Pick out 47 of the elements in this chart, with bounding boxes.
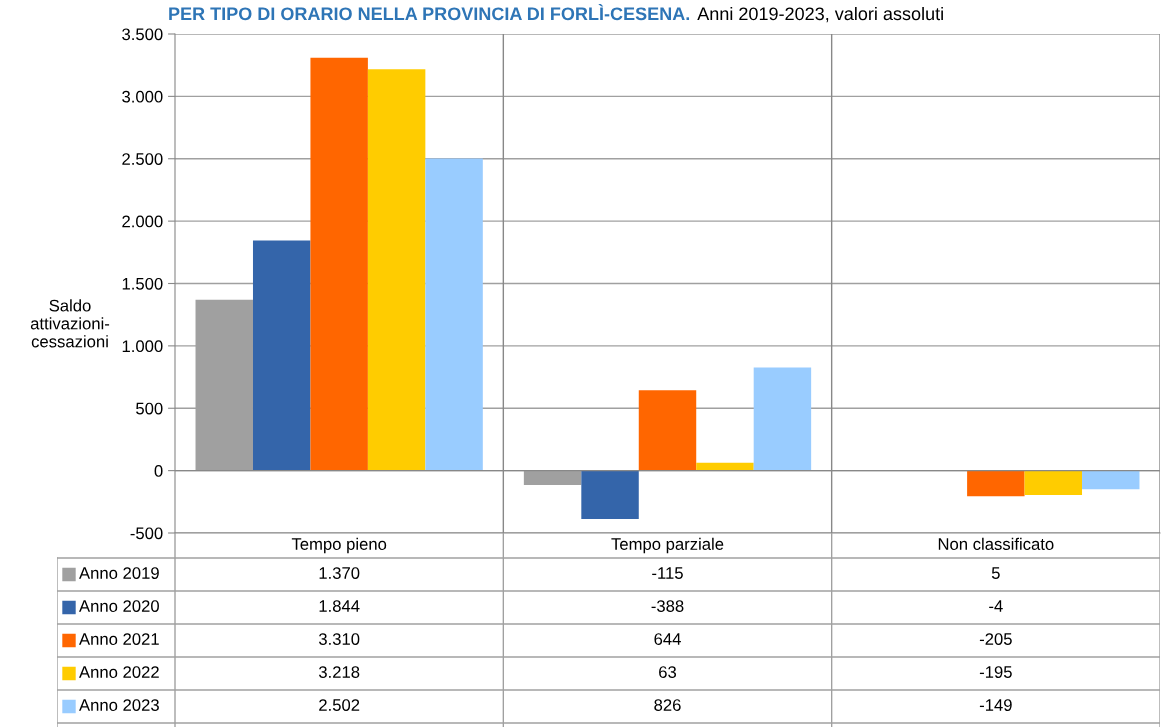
y-tick-label: -500 <box>130 527 163 540</box>
data-label: 1.844 <box>319 600 360 612</box>
data-label: -115 <box>652 567 683 579</box>
data-label: -205 <box>979 633 1012 645</box>
y-tick-label: 500 <box>136 402 163 415</box>
data-label: 2.502 <box>319 699 360 711</box>
data-label: -149 <box>979 699 1012 711</box>
data-label: -4 <box>989 600 1003 612</box>
data-label: 5 <box>991 567 1000 579</box>
x-tick-label: Non classificato <box>938 537 1054 550</box>
legend-label: Anno 2020 <box>79 600 159 612</box>
data-label: 3.218 <box>318 666 360 678</box>
data-label: 63 <box>659 666 677 678</box>
data-label: 826 <box>654 699 681 711</box>
legend-label: Anno 2022 <box>79 666 159 678</box>
legend-label: Anno 2023 <box>79 699 159 711</box>
y-tick-label: 3.500 <box>122 28 163 41</box>
data-label: -388 <box>651 600 684 612</box>
data-label: -195 <box>979 666 1012 678</box>
chart-subtitle: Anni 2019-2023, valori assoluti <box>697 6 943 23</box>
y-tick-label: 0 <box>154 465 163 477</box>
bar <box>753 367 812 471</box>
bar <box>523 470 582 485</box>
bar <box>696 462 754 471</box>
bar <box>252 240 311 471</box>
bar <box>310 57 368 471</box>
y-tick-label: 3.000 <box>122 90 163 103</box>
y-tick-label: 1.500 <box>122 277 163 290</box>
bar <box>638 390 697 471</box>
bar <box>1082 470 1140 490</box>
legend-label: Anno 2021 <box>79 633 159 645</box>
bar <box>967 470 1025 497</box>
bar <box>425 158 483 471</box>
y-tick-label: 2.500 <box>122 153 163 165</box>
y-tick-label: 2.000 <box>122 215 163 228</box>
legend-label: Anno 2019 <box>79 567 159 579</box>
y-tick-label: 1.000 <box>122 340 163 353</box>
data-label: 644 <box>654 633 681 645</box>
bar <box>1024 470 1083 495</box>
chart-title: PER TIPO DI ORARIO NELLA PROVINCIA DI FORLÌ-CESENA. <box>169 4 690 21</box>
data-label: 3.310 <box>318 633 360 645</box>
x-tick-label: Tempo parziale <box>611 537 724 554</box>
data-label: 1.370 <box>319 567 360 579</box>
y-axis-title: Saldo attivazioni- cessazioni <box>30 299 110 348</box>
x-tick-label: Tempo pieno <box>291 537 387 554</box>
bar <box>367 69 426 471</box>
bar <box>581 470 639 520</box>
